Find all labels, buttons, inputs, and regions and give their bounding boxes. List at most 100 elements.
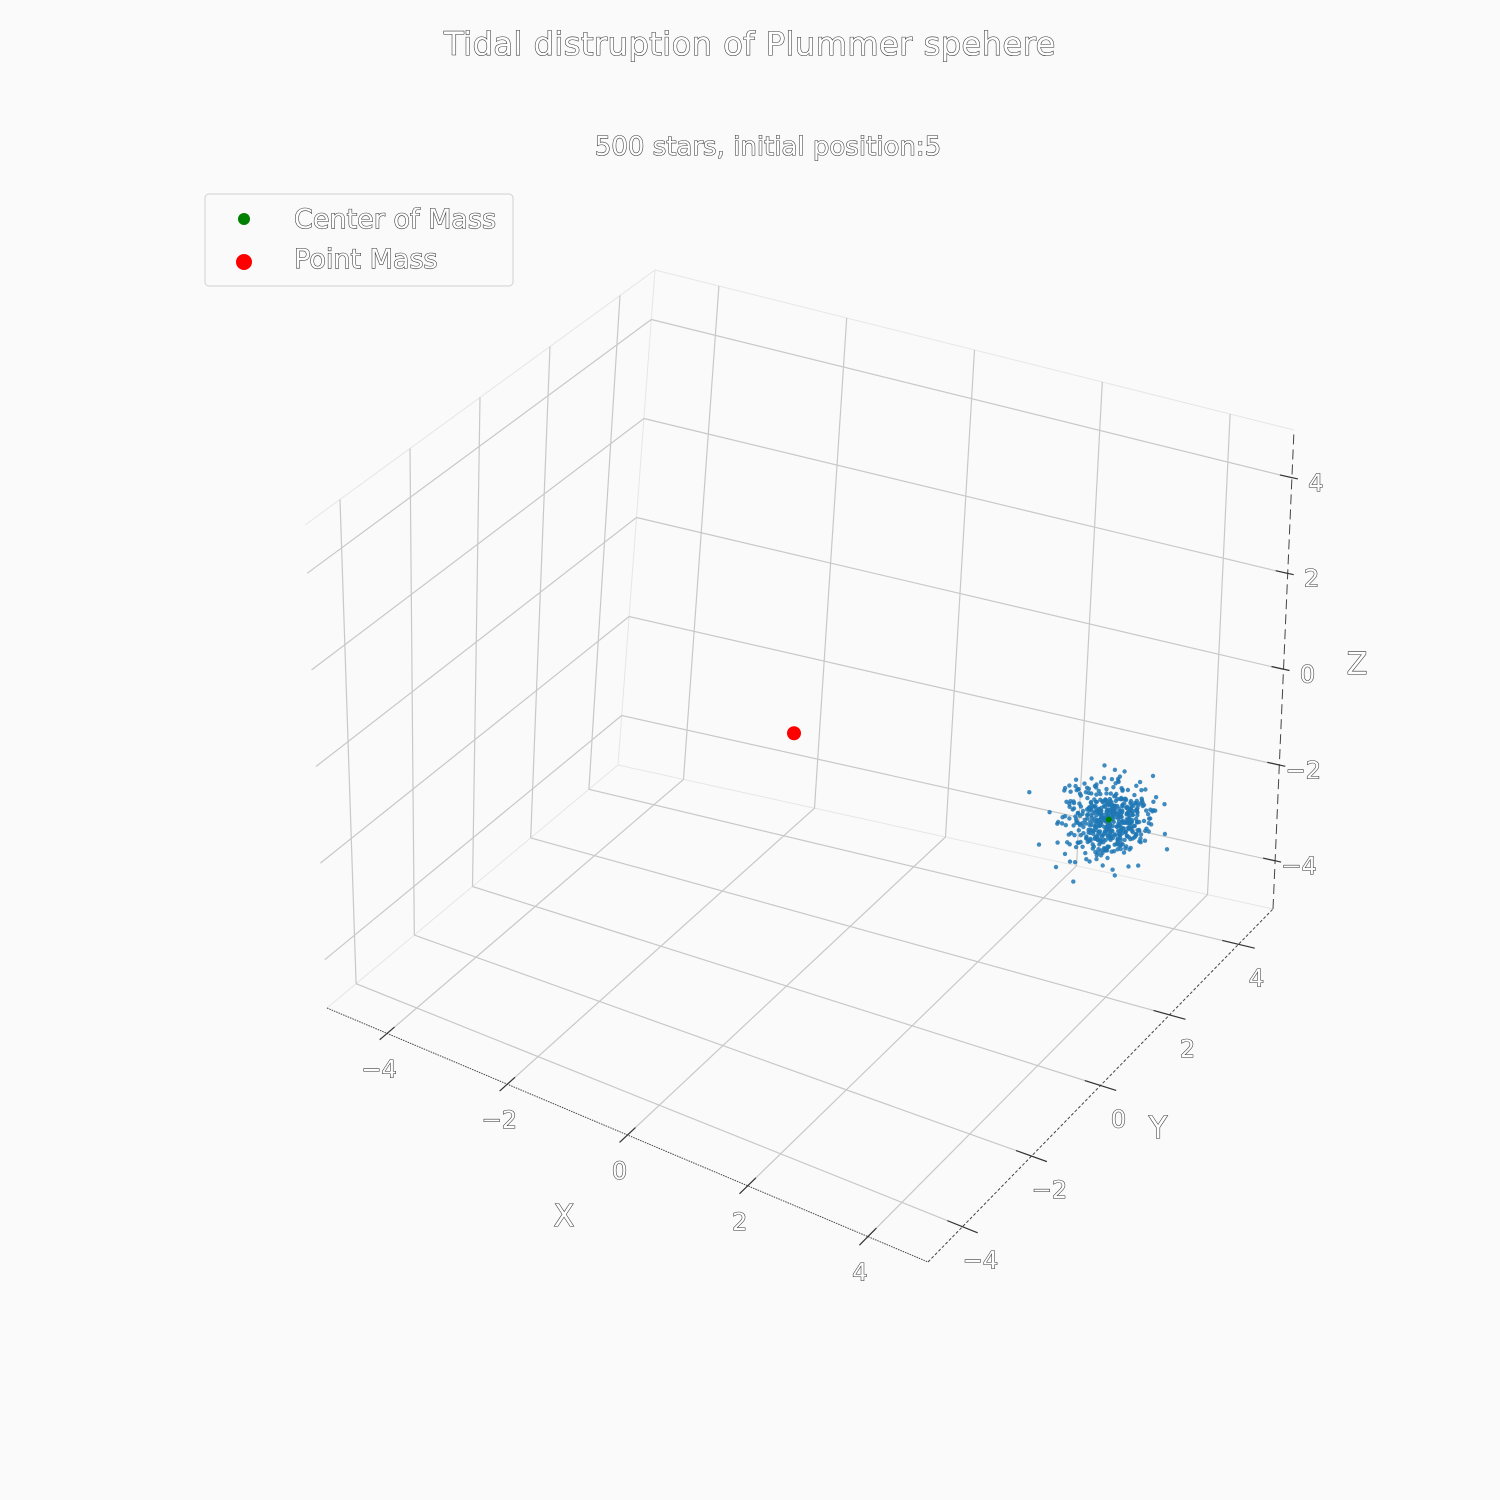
star-point — [1081, 824, 1086, 830]
x-axis-label: X — [554, 1199, 575, 1234]
star-point — [1076, 787, 1081, 792]
star-point — [1095, 807, 1101, 812]
star-point — [1111, 819, 1117, 825]
star-point — [1083, 850, 1088, 856]
star-point — [1100, 850, 1105, 856]
side-wall-grid-line-z — [306, 319, 652, 574]
back-wall-grid-line-z — [643, 417, 1288, 575]
y-tick-label: 0 — [1111, 1106, 1126, 1134]
star-point — [1134, 798, 1140, 804]
x-tick-mark — [619, 1127, 636, 1143]
star-point — [1091, 819, 1096, 824]
star-point — [1132, 823, 1137, 829]
star-point — [1112, 842, 1117, 847]
y-tick-mark — [1222, 939, 1255, 949]
star-point — [1115, 776, 1121, 782]
star-point — [1068, 789, 1073, 794]
star-point — [1134, 820, 1140, 825]
star-point — [1110, 835, 1116, 841]
star-point — [1145, 812, 1151, 817]
star-point — [1082, 817, 1088, 823]
y-tick-mark — [947, 1220, 978, 1234]
star-point — [1089, 815, 1094, 820]
star-point — [1098, 779, 1104, 785]
star-point — [1086, 827, 1091, 832]
point-layer — [787, 726, 1170, 884]
star-point — [1127, 807, 1133, 812]
star-point — [1122, 801, 1127, 806]
star-point — [1036, 842, 1042, 847]
star-point — [1047, 810, 1052, 815]
star-point — [1080, 844, 1085, 849]
star-point — [1092, 804, 1097, 809]
star-point — [1083, 821, 1089, 826]
star-point — [1138, 836, 1143, 841]
z-axis-label: Z — [1347, 647, 1368, 682]
star-point — [1053, 864, 1059, 870]
star-point — [1148, 816, 1153, 821]
z-tick-label: 2 — [1304, 565, 1319, 593]
star-point — [1109, 777, 1115, 782]
star-point — [1076, 828, 1082, 833]
z-tick-mark — [1275, 570, 1294, 576]
star-point — [1118, 826, 1124, 831]
star-point — [1102, 763, 1107, 768]
y-tick-label: 4 — [1249, 964, 1264, 992]
star-point — [1153, 808, 1158, 813]
star-point — [1115, 836, 1120, 841]
star-point — [1148, 807, 1153, 812]
tick-label-layer: −4 −2 0 2 4 −4 −2 0 2 4 −4 −2 0 2 4 — [361, 468, 1324, 1287]
z-tick-mark — [1271, 665, 1290, 672]
y-axis-label: Y — [1148, 1111, 1168, 1146]
legend-frame — [204, 193, 514, 287]
star-point — [1093, 825, 1098, 830]
star-point — [1105, 802, 1111, 807]
star-point — [1138, 840, 1143, 845]
star-point — [1077, 801, 1082, 806]
star-point — [1122, 837, 1127, 843]
star-point — [1130, 830, 1136, 835]
star-point — [1132, 792, 1137, 798]
x-tick-mark — [499, 1076, 516, 1092]
star-point — [1136, 863, 1141, 868]
star-point — [1085, 812, 1091, 817]
star-point — [1104, 786, 1109, 792]
star-point — [1100, 863, 1105, 868]
star-point — [1100, 799, 1105, 805]
star-point — [1096, 847, 1101, 852]
star-point — [1136, 828, 1142, 834]
star-point — [1067, 842, 1072, 847]
star-point — [1113, 798, 1119, 804]
star-point — [1062, 788, 1067, 793]
star-point — [1137, 779, 1143, 785]
star-point — [1071, 800, 1077, 806]
star-point — [1094, 785, 1099, 790]
star-point — [1086, 786, 1092, 791]
star-point — [1097, 829, 1103, 834]
x-tick-label: 0 — [612, 1157, 627, 1185]
star-point — [1107, 826, 1112, 832]
star-point — [1111, 849, 1117, 854]
y-tick-label: −2 — [1032, 1176, 1067, 1204]
star-point — [1125, 825, 1131, 830]
star-point — [1114, 824, 1120, 829]
side-wall-grid-line-z — [320, 616, 630, 864]
y-tick-mark — [1153, 1009, 1186, 1020]
side-wall-grid-line-z — [324, 715, 623, 961]
legend-marker-point-mass — [236, 254, 252, 270]
star-point — [1063, 823, 1069, 828]
star-point — [1115, 847, 1120, 852]
star-point — [1103, 847, 1109, 853]
x-tick-label: 2 — [732, 1208, 747, 1236]
star-point — [1055, 821, 1060, 826]
star-point — [1098, 815, 1104, 821]
star-point — [1105, 855, 1110, 861]
star-point — [1102, 817, 1107, 823]
star-point — [1076, 840, 1081, 845]
star-point — [1072, 833, 1077, 838]
y-tick-label: −4 — [963, 1247, 998, 1275]
star-point — [1070, 807, 1075, 812]
star-point — [1101, 775, 1107, 781]
star-point — [1106, 808, 1112, 813]
z-tick-mark — [1267, 761, 1286, 767]
